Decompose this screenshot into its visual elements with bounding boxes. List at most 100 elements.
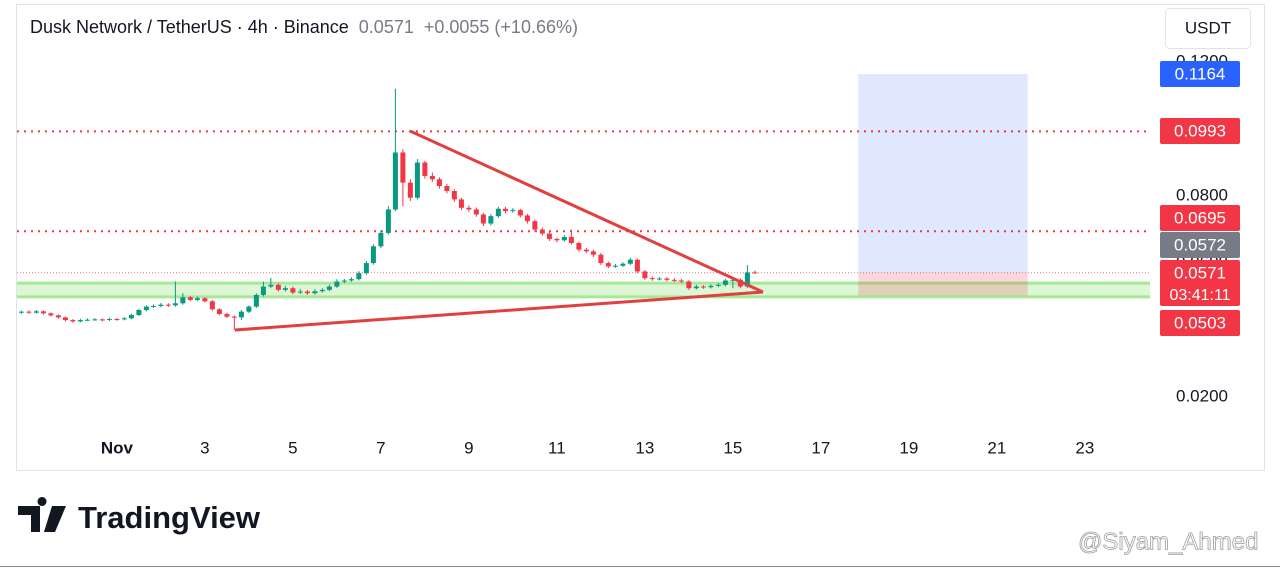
candle-body [253, 294, 259, 307]
candle-body [715, 284, 721, 286]
candle-body [26, 311, 32, 313]
symbol-title: Dusk Network / TetherUS · 4h · Binance [30, 17, 349, 37]
price-change: +0.0055 (+10.66%) [424, 17, 578, 37]
candle-body [55, 315, 61, 318]
brand-logo: TradingView [18, 497, 261, 535]
candle-body [334, 281, 340, 287]
candle-body [194, 298, 200, 300]
candle-body [700, 286, 706, 288]
candle-body [216, 309, 222, 315]
candle-body [260, 286, 266, 295]
candle-body [642, 271, 648, 279]
candle-body [744, 272, 750, 287]
price-label: 0.0695 [1174, 208, 1226, 227]
candle-body [128, 315, 134, 319]
candle-body [18, 311, 24, 313]
candle-body [473, 209, 479, 215]
candle-body [378, 232, 384, 247]
candle-body [656, 278, 662, 280]
candle-body [187, 297, 193, 300]
chart-header: Dusk Network / TetherUS · 4h · Binance 0.… [30, 17, 578, 37]
candle-body [341, 280, 347, 282]
candle-body [546, 233, 552, 239]
candle-body [48, 313, 54, 316]
currency-box[interactable] [1165, 8, 1251, 49]
x-tick-label: 3 [200, 438, 209, 457]
candle-body [172, 303, 178, 306]
candle-body [114, 319, 120, 321]
candle-body [627, 259, 633, 264]
x-tick-label: 17 [811, 438, 830, 457]
candle-body [451, 191, 457, 200]
currency[interactable]: USDT [1185, 18, 1231, 37]
candle-body [693, 286, 699, 289]
candle-body [517, 210, 523, 216]
candle-body [143, 306, 149, 310]
candle-body [202, 298, 208, 302]
candle-body [70, 320, 76, 322]
candle-body [561, 236, 567, 241]
x-tick-label: 9 [464, 438, 473, 457]
candles [18, 88, 758, 331]
watermark: @Siyam_Ahmed [1078, 528, 1258, 555]
candle-body [466, 207, 472, 210]
candle-body [671, 279, 677, 281]
candle-body [722, 280, 728, 285]
price-label-box [1160, 205, 1240, 231]
candle-body [40, 311, 46, 314]
candle-body [62, 317, 68, 321]
candle-body [422, 162, 428, 176]
candle-body [392, 152, 398, 210]
price-label: 0.0572 [1174, 235, 1226, 254]
x-tick-label: Nov [101, 438, 134, 457]
candle-body [583, 249, 589, 252]
candle-body [612, 265, 618, 267]
candle-body [370, 246, 376, 264]
candle-body [620, 263, 626, 266]
candle-body [576, 242, 582, 250]
candle-body [209, 301, 215, 310]
candle-body [150, 305, 156, 307]
candle-body [678, 280, 684, 282]
position-loss [858, 272, 1028, 296]
y-tick-label: 0.0200 [1176, 387, 1228, 406]
x-tick-label: 23 [1075, 438, 1094, 457]
position-profit [858, 74, 1028, 273]
price-label: 0.1164 [1175, 64, 1226, 83]
triangle-drawing [234, 129, 764, 332]
candle-body [121, 318, 127, 320]
candle-body [224, 314, 230, 317]
candle-body [275, 284, 281, 290]
candle-body [708, 285, 714, 288]
candle-body [568, 236, 574, 243]
price-label-box [1160, 232, 1240, 258]
x-tick-label: 13 [635, 438, 654, 457]
trendline [409, 129, 764, 294]
candle-body [598, 254, 604, 264]
candle-body [407, 182, 413, 198]
x-tick-label: 5 [288, 438, 297, 457]
candle-body [246, 306, 252, 312]
countdown: 03:41:11 [1169, 287, 1230, 304]
logo-mark [18, 497, 66, 532]
x-tick-label: 7 [376, 438, 385, 457]
candle-body [495, 208, 501, 217]
price-label-box [1160, 118, 1240, 144]
price-label: 0.0503 [1174, 313, 1226, 332]
price-scale: Nov3579111315171921230.02000.04000.06000… [101, 51, 1240, 457]
candle-body [180, 297, 186, 304]
x-tick-label: 21 [987, 438, 1006, 457]
candle-body [458, 199, 464, 208]
candle-body [590, 251, 596, 255]
candle-body [510, 210, 516, 212]
candle-body [231, 316, 237, 318]
candle-body [282, 288, 288, 290]
candle-body [33, 311, 39, 313]
candle-body [268, 284, 274, 287]
candle-body [363, 263, 369, 274]
candle-body [304, 291, 310, 294]
candle-body [524, 215, 530, 222]
candle-body [326, 286, 332, 290]
x-tick-label: 19 [899, 438, 918, 457]
